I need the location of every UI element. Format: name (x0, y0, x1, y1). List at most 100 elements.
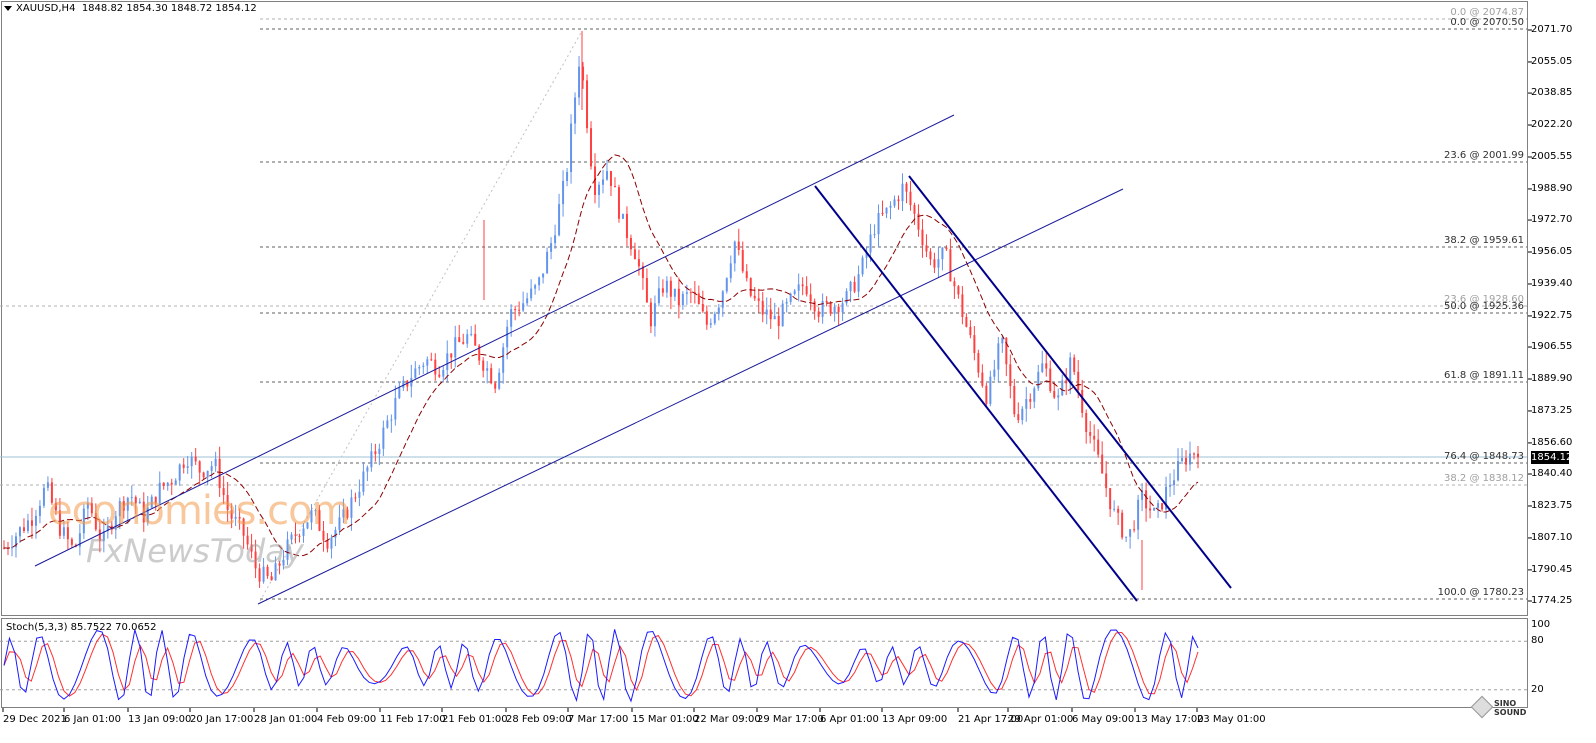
candle-body (254, 551, 257, 569)
candle-body (1173, 480, 1176, 486)
candle-body (310, 510, 313, 523)
candle-body (605, 171, 608, 180)
candle-body (1009, 364, 1012, 387)
candle-body (961, 294, 964, 317)
candle-body (510, 309, 513, 327)
candle-body (18, 527, 21, 537)
candle-body (697, 293, 700, 305)
candle-body (286, 539, 289, 560)
candle-body (1161, 503, 1164, 510)
candle-body (633, 249, 636, 260)
candle-body (454, 337, 457, 358)
candle-body (182, 464, 185, 468)
candle-body (302, 528, 305, 536)
candle-body (318, 510, 321, 531)
candle-body (637, 259, 640, 267)
price-tick-label: 1988.90 (1531, 182, 1573, 194)
price-tick-label: 2055.05 (1531, 55, 1573, 67)
candle-body (338, 517, 341, 530)
candle-body (1137, 499, 1140, 530)
candle-body (58, 510, 61, 536)
candle-body (1013, 386, 1016, 415)
candle-body (162, 482, 165, 486)
candle-body (829, 302, 832, 314)
candle-body (166, 482, 169, 486)
candle-body (490, 368, 493, 384)
candle-body (877, 213, 880, 235)
candle-body (653, 303, 656, 327)
candle-body (598, 184, 601, 195)
candle-body (705, 311, 708, 325)
symbol-label: XAUUSD,H4 (16, 3, 76, 14)
time-tick-label: 28 Jan 01:00 (254, 714, 318, 725)
candle-body (1057, 395, 1060, 398)
candle-body (374, 451, 377, 455)
fib-level-label: 38.2 @ 1959.61 (1444, 235, 1524, 246)
candle-body (989, 376, 992, 404)
candle-body (306, 522, 309, 529)
candle-body (925, 245, 928, 252)
candle-body (969, 326, 972, 336)
candle-body (534, 285, 537, 289)
candle-body (941, 247, 944, 260)
candle-body (665, 280, 668, 293)
candle-body (210, 466, 213, 471)
candle-body (542, 273, 545, 278)
candle-body (78, 533, 81, 547)
time-tick-label: 11 Feb 17:00 (380, 714, 446, 725)
candle-body (506, 326, 509, 348)
candle-body (781, 303, 784, 327)
candle-body (414, 368, 417, 378)
candle-body (1029, 399, 1032, 402)
candle-body (82, 508, 85, 534)
candle-body (226, 495, 229, 510)
candle-body (234, 517, 237, 519)
candle-body (841, 303, 844, 313)
candle-body (498, 372, 501, 389)
main-chart-panel[interactable] (1, 1, 1528, 616)
time-tick-label: 21 Feb 01:00 (442, 714, 508, 725)
candle-body (158, 482, 161, 504)
candle-body (1125, 536, 1128, 538)
candle-body (430, 359, 433, 361)
stoch-tick-label: 100 (1531, 619, 1551, 630)
candle-body (130, 497, 133, 499)
candle-body (50, 482, 53, 503)
candle-body (546, 251, 549, 274)
candle-body (562, 181, 565, 205)
candle-body (849, 281, 852, 292)
fib-level-label: 100.0 @ 1780.23 (1437, 587, 1524, 598)
price-tick-label: 2022.20 (1531, 119, 1573, 131)
candle-body (514, 309, 517, 311)
candle-body (470, 333, 473, 335)
candle-body (530, 288, 533, 299)
candle-body (574, 97, 577, 124)
fib-trend-line (259, 30, 583, 602)
candle-body (1089, 432, 1092, 436)
time-tick-label: 7 Mar 17:00 (568, 714, 629, 725)
candle-body (741, 250, 744, 272)
candle-body (458, 337, 461, 343)
candle-body (174, 480, 177, 485)
candle-body (590, 128, 593, 167)
candle-body (410, 377, 413, 387)
candle-body (346, 509, 349, 518)
candle-body (230, 509, 233, 519)
candle-body (62, 527, 65, 536)
candle-body (853, 281, 856, 292)
candle-body (466, 334, 469, 344)
candle-body (450, 353, 453, 358)
candle-body (965, 316, 968, 327)
candle-body (486, 368, 489, 371)
candle-body (118, 501, 121, 517)
candle-body (1073, 357, 1076, 372)
candle-body (981, 372, 984, 386)
candle-body (582, 66, 585, 81)
candle-body (1197, 453, 1199, 458)
time-tick-label: 23 May 01:00 (1197, 714, 1266, 725)
stochastic-panel[interactable] (1, 618, 1528, 708)
dropdown-triangle-icon[interactable] (4, 5, 12, 11)
ascending-channel-upper (34, 114, 955, 567)
candle-body (94, 513, 97, 530)
